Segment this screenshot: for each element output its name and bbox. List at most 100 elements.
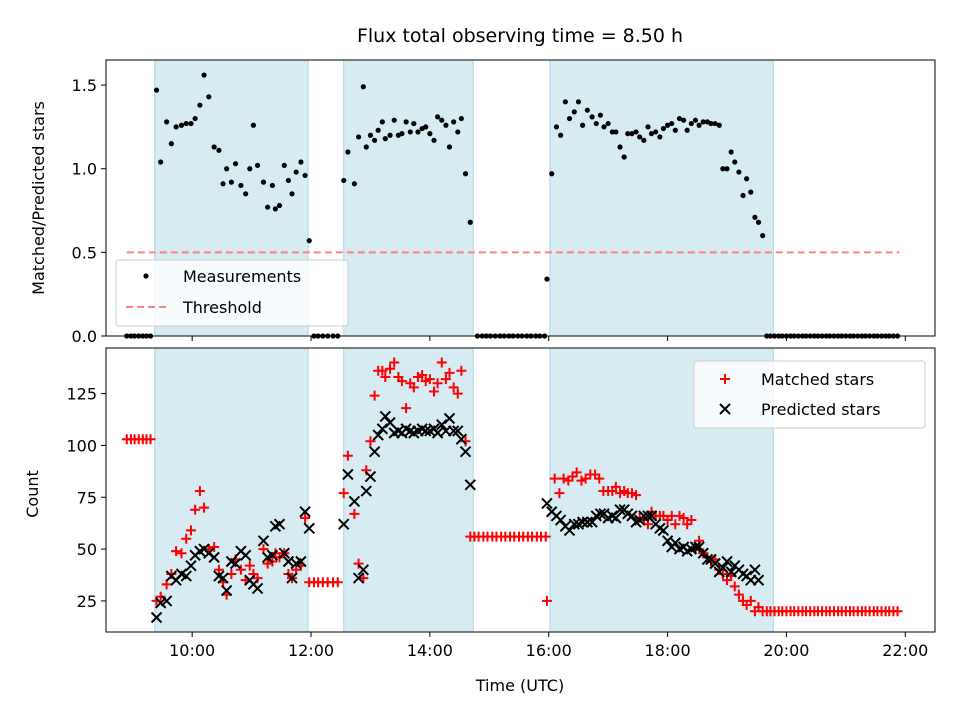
matched-stars-point [244,560,255,571]
measurements-point [216,147,222,153]
measurements-point [211,144,217,150]
x-tick-label: 14:00 [407,641,453,660]
measurements-point [423,124,429,130]
measurements-point [372,137,378,143]
bottom-axes-frame [105,347,936,633]
matched-stars-point [145,434,156,445]
matched-stars-point [353,558,364,569]
predicted-stars-point [379,410,392,423]
measurements-point [584,107,590,113]
measurements-point [744,176,750,182]
measurements-point [621,154,627,160]
matched-stars-point [452,388,463,399]
x-tick-label: 18:00 [645,641,691,660]
predicted-stars-point [645,510,658,522]
predicted-stars-point [217,572,229,584]
legend-label-threshold: Threshold [182,298,262,317]
matched-stars-point [332,577,343,588]
measurements-point [269,182,275,189]
measurements-point [633,129,639,135]
predicted-stars-point [717,562,729,574]
predicted-stars-point [689,541,702,553]
predicted-stars-point [455,433,468,445]
predicted-stars-point [352,572,365,584]
measurements-point [228,179,234,185]
y-tick-label: 100 [66,436,97,455]
measurements-point [724,166,730,172]
measurements-point [716,122,722,128]
measurements-point [681,117,687,123]
measurements-point [302,172,308,179]
matched-stars-point [171,546,182,557]
measurements-point [387,132,393,138]
measurements-point [558,132,564,138]
predicted-stars-point [185,559,197,572]
top-axes-frame [105,59,936,337]
x-tick-label: 22:00 [882,641,928,660]
matched-stars-point [176,548,187,559]
measurements-point [617,144,623,150]
measurements-point [379,119,385,125]
y-tick-label: 50 [77,540,97,559]
predicted-stars-point [295,555,307,568]
x-axis-label: Time (UTC) [475,676,564,695]
legend-box [115,259,349,327]
measurements-point [696,122,702,128]
y-tick-label: 0.0 [72,327,97,346]
measurements-point [201,72,207,78]
measurements-point [740,192,746,199]
matched-stars-point [396,376,407,387]
measurements-point [351,181,358,187]
matched-stars-point [432,378,443,389]
y-tick-label: 0.5 [72,243,97,262]
predicted-stars-point [266,549,279,562]
bottom-legend: Matched stars Predicted stars [693,360,926,429]
measurements-point [467,219,473,225]
matched-stars-point [444,367,455,378]
matched-stars-point [678,512,689,523]
measurements-point [289,191,295,197]
observing-window-2 [343,59,474,337]
matched-stars-point [365,436,376,447]
measurements-point [657,134,663,140]
matched-stars-point [429,386,440,397]
matched-stars-point [670,519,681,530]
predicted-stars-point [273,518,286,530]
measurements-point [637,134,643,140]
predicted-stars-point [431,427,444,439]
y-tick-label: 1.0 [72,160,97,179]
matched-stars-point [338,488,349,499]
matched-stars-point [631,490,642,501]
x-tick-label: 10:00 [169,641,215,660]
predicted-stars-point [464,479,476,491]
observing-window-1 [154,347,309,633]
measurements-point [411,120,417,127]
matched-stars-point [369,390,380,401]
matched-stars-point [554,488,565,499]
measurements-point [360,84,366,90]
measurements-point [446,144,453,150]
measurements-point [660,125,667,132]
measurements-point [260,179,267,185]
measurements-point [363,144,369,150]
predicted-stars-point [614,503,626,516]
measurements-point [153,87,160,93]
predicted-stars-point [364,470,377,483]
measurements-point [593,120,599,127]
measurements-point [613,129,619,135]
predicted-stars-point [452,425,464,437]
matched-stars-point [610,481,621,492]
measurements-point [178,122,185,128]
measurements-point [206,94,212,100]
matched-stars-point [417,369,428,380]
legend-marker-matched [720,374,730,384]
matched-stars-point [199,502,210,513]
matched-stars-point [385,363,396,374]
measurements-point [298,159,304,165]
predicted-stars-point [581,516,594,528]
measurements-point [575,99,582,105]
top-legend: Measurements Threshold [115,259,349,327]
matched-stars-point [155,591,166,602]
matched-stars-point [377,365,388,376]
matched-stars-point [549,473,560,484]
